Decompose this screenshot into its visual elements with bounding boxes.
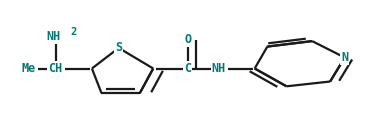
Text: O: O xyxy=(184,33,191,46)
Text: CH: CH xyxy=(48,62,63,75)
Text: NH: NH xyxy=(46,31,61,43)
Text: C: C xyxy=(184,62,191,75)
Text: 2: 2 xyxy=(71,27,77,36)
Text: Me: Me xyxy=(21,62,36,75)
Text: S: S xyxy=(115,42,122,54)
Text: NH: NH xyxy=(211,62,226,75)
Text: N: N xyxy=(341,51,348,64)
